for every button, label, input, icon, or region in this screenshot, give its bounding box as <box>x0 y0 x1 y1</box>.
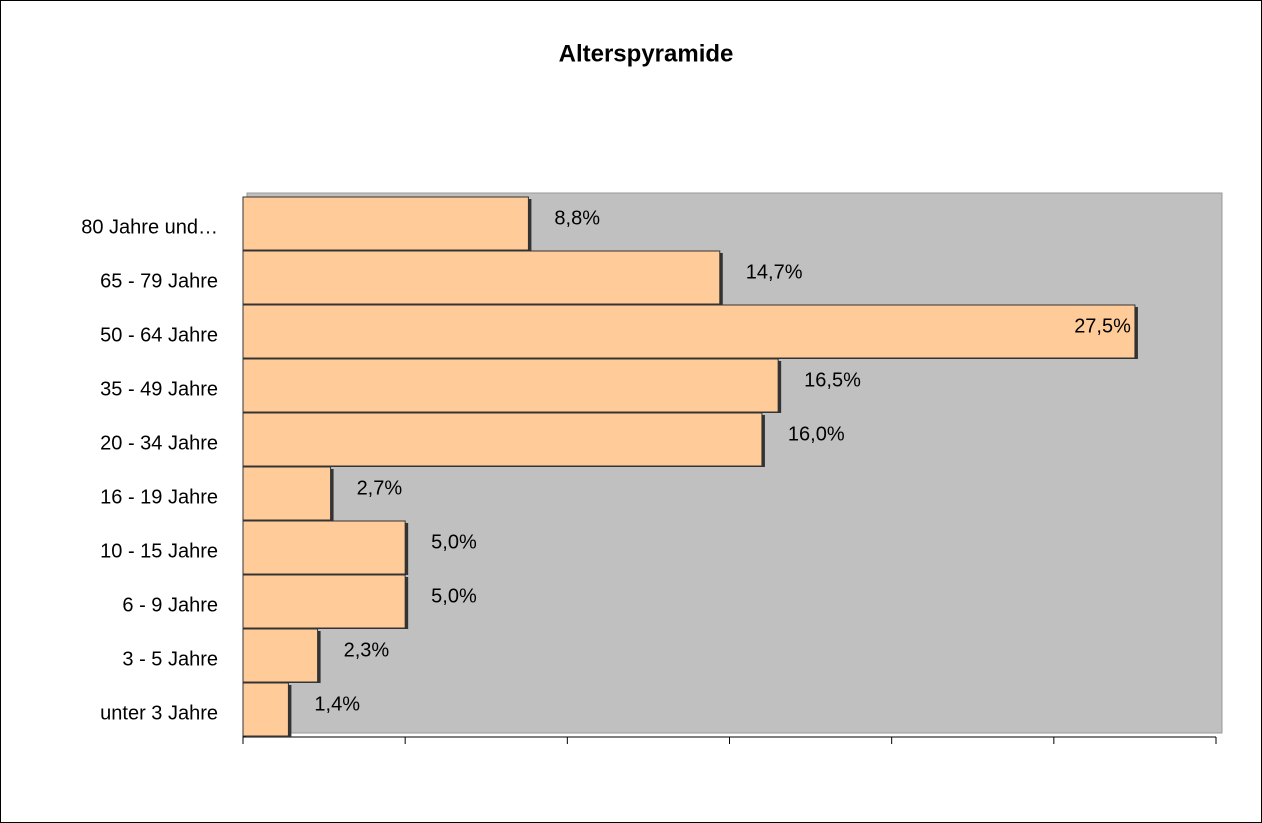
data-label: 5,0% <box>431 585 477 607</box>
y-tick-label: 80 Jahre und… <box>81 216 218 238</box>
y-tick-label: 65 - 79 Jahre <box>100 270 218 292</box>
data-label: 16,0% <box>788 423 845 445</box>
bar <box>242 250 721 305</box>
y-tick-label: unter 3 Jahre <box>100 702 218 724</box>
data-label: 16,5% <box>804 369 861 391</box>
chart-title: Alterspyramide <box>559 40 734 67</box>
data-label: 8,8% <box>554 207 600 229</box>
y-tick-label: 50 - 64 Jahre <box>100 324 218 346</box>
bar <box>242 574 406 629</box>
data-label: 1,4% <box>314 693 360 715</box>
bar <box>242 412 763 467</box>
y-tick-label: 35 - 49 Jahre <box>100 378 218 400</box>
bar <box>242 682 289 737</box>
y-tick-label: 10 - 15 Jahre <box>100 540 218 562</box>
data-label: 2,3% <box>344 639 390 661</box>
y-tick-label: 20 - 34 Jahre <box>100 432 218 454</box>
data-label: 5,0% <box>431 531 477 553</box>
data-label: 14,7% <box>746 261 803 283</box>
data-label: 27,5% <box>1074 315 1131 337</box>
bar <box>242 196 529 251</box>
y-tick-label: 16 - 19 Jahre <box>100 486 218 508</box>
bar <box>242 520 406 575</box>
y-tick-label: 3 - 5 Jahre <box>122 648 218 670</box>
bar <box>242 466 332 521</box>
data-label: 2,7% <box>357 477 403 499</box>
bar <box>242 358 779 413</box>
y-tick-label: 6 - 9 Jahre <box>122 594 218 616</box>
bar <box>242 628 319 683</box>
bar <box>242 304 1136 359</box>
